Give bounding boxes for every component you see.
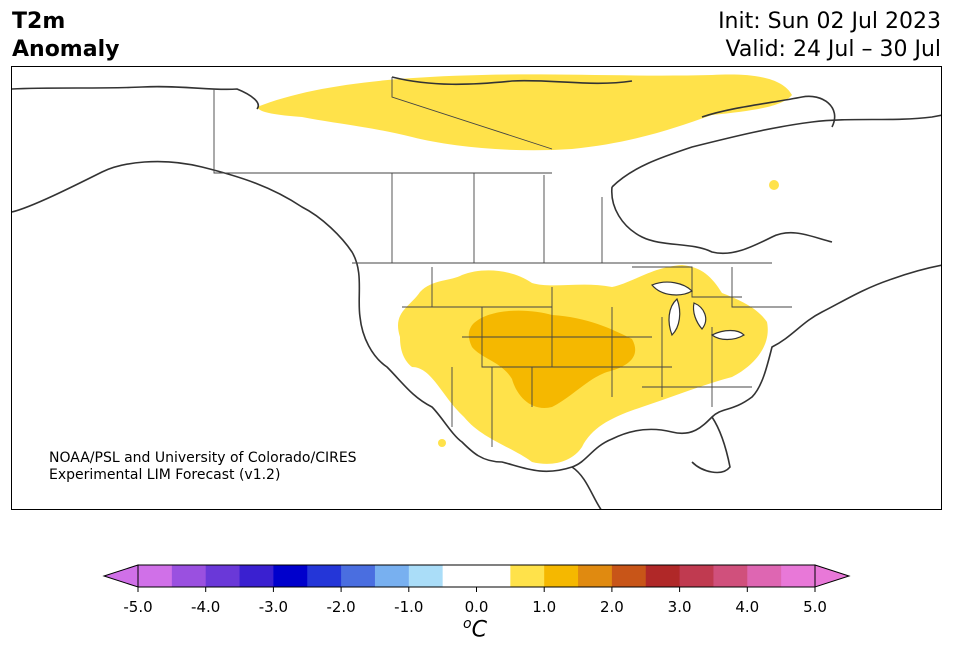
unit-degree: o: [463, 616, 472, 632]
colorbar-tick-label: 4.0: [735, 598, 760, 616]
coastlines: [12, 76, 941, 509]
colorbar-ticks: [137, 587, 816, 592]
colorbar-overflow-arrow: [814, 564, 851, 588]
credit-text: NOAA/PSL and University of Colorado/CIRE…: [49, 450, 357, 484]
map-canvas: [12, 74, 941, 509]
colorbar-cell: [578, 565, 613, 587]
colorbar-underflow-arrow: [102, 564, 139, 588]
colorbar-cell: [341, 565, 376, 587]
credit-line1: NOAA/PSL and University of Colorado/CIRE…: [49, 450, 357, 466]
colorbar-cell: [544, 565, 579, 587]
colorbar-cell: [476, 565, 511, 587]
colorbar-tick-label: -1.0: [394, 598, 424, 616]
colorbar-tick-label: 0.0: [464, 598, 489, 616]
colorbar-cells: [138, 565, 816, 587]
unit-letter: C: [471, 617, 487, 643]
colorbar-cell: [679, 565, 714, 587]
colorbar-cell: [645, 565, 681, 587]
colorbar-cell: [138, 565, 173, 587]
colorbar-cell: [442, 565, 477, 587]
colorbar-cell: [239, 565, 274, 587]
anomaly-map: [11, 66, 942, 510]
colorbar: [102, 564, 851, 592]
colorbar-tick-label: 1.0: [532, 598, 557, 616]
colorbar-cell: [205, 565, 241, 587]
colorbar-cell: [781, 565, 816, 587]
colorbar-unit: oC: [463, 616, 487, 642]
colorbar-cell: [273, 565, 308, 587]
colorbar-cell: [307, 565, 342, 587]
colorbar-tick-label: -4.0: [191, 598, 221, 616]
colorbar-tick-label: -3.0: [258, 598, 289, 616]
colorbar-tick-label: -5.0: [123, 598, 153, 616]
credit-line2: Experimental LIM Forecast (v1.2): [49, 467, 281, 483]
political-borders: [213, 77, 792, 447]
colorbar-tick-label: 5.0: [803, 598, 827, 616]
colorbar-cell: [510, 565, 545, 587]
title-line1: T2m: [12, 9, 66, 34]
colorbar-cell: [713, 565, 748, 587]
colorbar-tick-label: 3.0: [667, 598, 692, 616]
great-lakes: [651, 281, 745, 341]
colorbar-cell: [747, 565, 782, 587]
colorbar-cell: [611, 565, 647, 587]
title-line2: Anomaly: [12, 37, 120, 62]
init-date: Init: Sun 02 Jul 2023: [718, 9, 941, 34]
colorbar-cell: [408, 565, 444, 587]
map-title: T2m Anomaly: [12, 8, 119, 64]
colorbar-tick-label: -2.0: [326, 598, 356, 616]
valid-date: Valid: 24 Jul – 30 Jul: [725, 37, 941, 62]
colorbar-tick-label: 2.0: [599, 598, 624, 616]
colorbar-cell: [171, 565, 207, 587]
forecast-dates: Init: Sun 02 Jul 2023 Valid: 24 Jul – 30…: [718, 8, 941, 64]
colorbar-cell: [374, 565, 410, 587]
